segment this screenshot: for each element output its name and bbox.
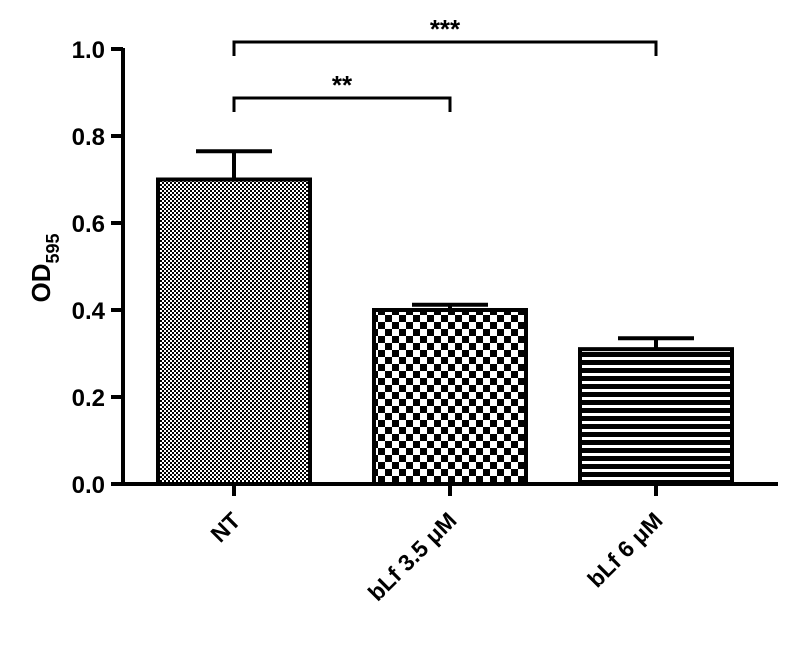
y-tick-label: 0.4 bbox=[72, 298, 106, 325]
y-tick-label: 0.6 bbox=[72, 211, 105, 238]
category-label: bLf 6 μM bbox=[582, 507, 667, 592]
y-axis: 0.0 0.2 0.4 0.6 0.8 1.0 bbox=[72, 37, 125, 499]
y-tick-label: 1.0 bbox=[72, 37, 105, 64]
svg-text:OD595: OD595 bbox=[26, 233, 63, 302]
y-axis-label-main: OD bbox=[26, 264, 56, 303]
bars bbox=[156, 177, 734, 486]
y-tick-label: 0.0 bbox=[72, 472, 105, 499]
significance-brackets: ***** bbox=[232, 14, 658, 112]
category-labels: NT bLf 3.5 μM bLf 6 μM bbox=[205, 507, 667, 606]
category-label: NT bbox=[205, 507, 245, 547]
category-label: bLf 3.5 μM bbox=[363, 507, 462, 606]
significance-label: ** bbox=[332, 70, 353, 100]
significance-bracket bbox=[232, 96, 452, 112]
y-axis-label-subscript: 595 bbox=[43, 233, 63, 263]
bar-0 bbox=[156, 177, 312, 486]
significance-bracket bbox=[232, 40, 658, 56]
bar-1 bbox=[372, 308, 528, 486]
y-tick-label: 0.2 bbox=[72, 385, 105, 412]
error-bars bbox=[196, 149, 694, 350]
y-axis-label: OD595 bbox=[26, 233, 63, 302]
y-tick-label: 0.8 bbox=[72, 124, 105, 151]
significance-label: *** bbox=[430, 14, 461, 44]
bar-2 bbox=[578, 347, 734, 486]
